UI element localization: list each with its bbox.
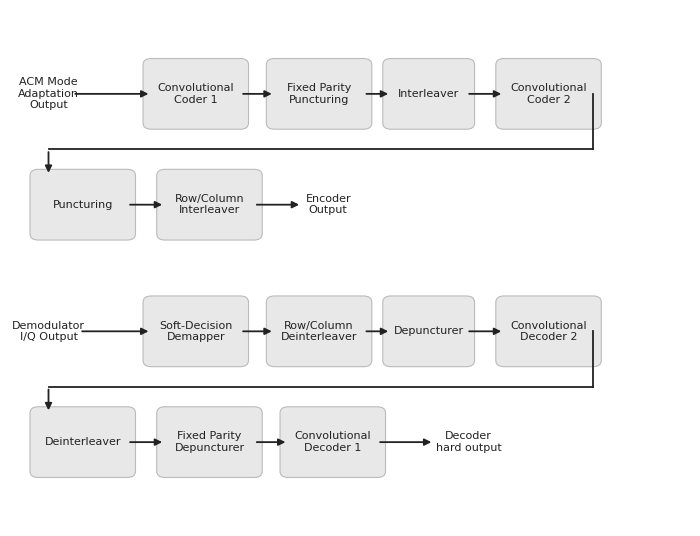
FancyBboxPatch shape [143, 296, 248, 367]
FancyBboxPatch shape [157, 407, 262, 478]
Text: Soft-Decision
Demapper: Soft-Decision Demapper [159, 321, 232, 342]
Text: Row/Column
Interleaver: Row/Column Interleaver [175, 194, 244, 215]
FancyBboxPatch shape [496, 58, 601, 129]
Text: Row/Column
Deinterleaver: Row/Column Deinterleaver [281, 321, 357, 342]
Text: Encoder
Output: Encoder Output [305, 194, 351, 215]
FancyBboxPatch shape [496, 296, 601, 367]
Text: Convolutional
Coder 2: Convolutional Coder 2 [510, 83, 587, 105]
FancyBboxPatch shape [157, 169, 262, 240]
Text: Depuncturer: Depuncturer [393, 326, 463, 336]
FancyBboxPatch shape [30, 169, 136, 240]
Text: Fixed Parity
Puncturing: Fixed Parity Puncturing [287, 83, 351, 105]
FancyBboxPatch shape [30, 407, 136, 478]
FancyBboxPatch shape [143, 58, 248, 129]
Text: ACM Mode
Adaptation
Output: ACM Mode Adaptation Output [18, 77, 79, 110]
FancyBboxPatch shape [383, 296, 475, 367]
FancyBboxPatch shape [383, 58, 475, 129]
Text: Puncturing: Puncturing [52, 200, 113, 210]
Text: Decoder
hard output: Decoder hard output [435, 431, 501, 453]
Text: Fixed Parity
Depuncturer: Fixed Parity Depuncturer [174, 431, 244, 453]
FancyBboxPatch shape [280, 407, 386, 478]
FancyBboxPatch shape [266, 58, 372, 129]
Text: Interleaver: Interleaver [398, 89, 459, 99]
Text: Deinterleaver: Deinterleaver [45, 437, 121, 447]
FancyBboxPatch shape [266, 296, 372, 367]
Text: Convolutional
Coder 1: Convolutional Coder 1 [158, 83, 234, 105]
Text: Demodulator
I/Q Output: Demodulator I/Q Output [12, 321, 85, 342]
Text: Convolutional
Decoder 2: Convolutional Decoder 2 [510, 321, 587, 342]
Text: Convolutional
Decoder 1: Convolutional Decoder 1 [295, 431, 371, 453]
